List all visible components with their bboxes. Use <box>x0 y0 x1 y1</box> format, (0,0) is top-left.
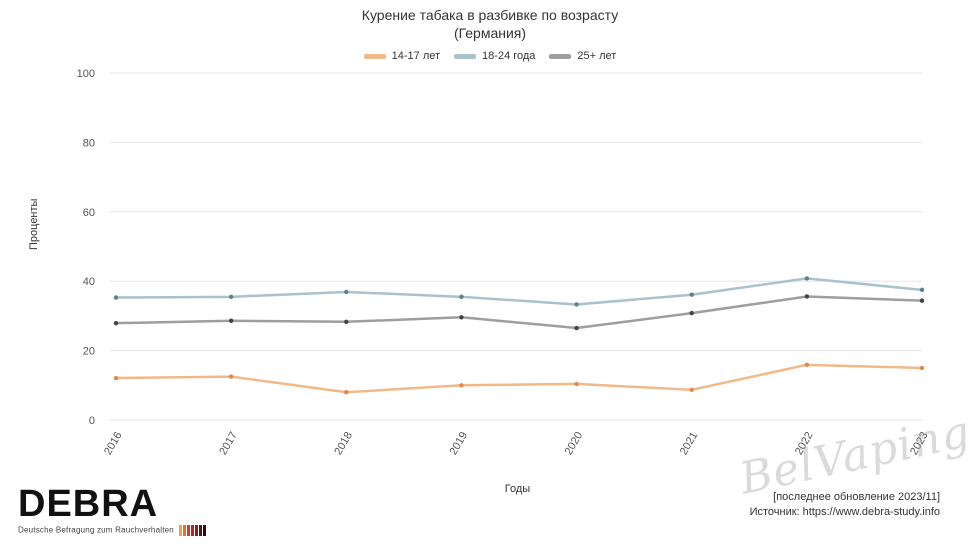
data-point-2-2017 <box>228 318 234 323</box>
chart-subtitle: (Германия) <box>453 25 527 41</box>
y-tick-label-20: 20 <box>83 346 95 358</box>
series-line-1 <box>115 277 923 306</box>
x-tick-label-2016: 2016 <box>102 430 125 457</box>
data-point-1-2020 <box>574 302 579 307</box>
x-tick-label-2019: 2019 <box>448 430 471 457</box>
data-point-0-2018 <box>344 390 349 395</box>
legend-label-18-24: 18-24 года <box>482 50 536 62</box>
chart-title-block: Курение табака в разбивке по возрасту (Г… <box>0 6 980 42</box>
data-point-1-2021 <box>689 292 694 297</box>
y-tick-label-0: 0 <box>89 415 95 427</box>
series-line-0 <box>115 363 923 394</box>
legend-swatch-25plus <box>549 53 572 59</box>
data-point-0-2023 <box>919 365 925 371</box>
logo-subtitle-row: Deutsche Befragung zum Rauchverhalten <box>18 525 207 536</box>
data-point-0-2019 <box>459 383 464 388</box>
data-point-2-2022 <box>804 294 810 299</box>
data-point-0-2022 <box>804 362 810 368</box>
data-point-2-2020 <box>574 325 579 331</box>
update-note: [последнее обновление 2023/11] <box>773 491 940 503</box>
data-point-2-2021 <box>689 310 694 316</box>
legend-swatch-18-24 <box>454 53 477 59</box>
logo-wordmark: DEBRA <box>18 483 159 525</box>
series-line-2 <box>115 295 923 330</box>
x-tick-label-2020: 2020 <box>563 430 586 457</box>
legend-label-14-17: 14-17 лет <box>391 50 441 62</box>
y-axis-label: Проценты <box>28 198 40 250</box>
data-point-0-2020 <box>574 381 579 387</box>
footnote: [последнее обновление 2023/11] Источник:… <box>750 490 940 520</box>
data-point-1-2016 <box>113 295 119 300</box>
logo-subtitle: Deutsche Befragung zum Rauchverhalten <box>18 525 174 535</box>
data-point-1-2018 <box>344 289 349 295</box>
data-point-1-2023 <box>919 287 925 293</box>
x-tick-label-2021: 2021 <box>678 430 701 457</box>
y-tick-label-80: 80 <box>83 137 95 149</box>
data-point-1-2019 <box>459 294 464 300</box>
data-point-0-2021 <box>689 387 694 393</box>
legend-item-18-24[interactable]: 18-24 года <box>454 50 535 62</box>
legend-swatch-14-17 <box>363 53 386 59</box>
data-point-2-2018 <box>344 319 349 324</box>
logo-color-bars <box>179 525 207 536</box>
data-point-2-2016 <box>113 320 119 326</box>
data-point-0-2016 <box>113 375 119 381</box>
debra-logo: DEBRA Deutsche Befragung zum Rauchverhal… <box>18 483 207 536</box>
legend-label-25plus: 25+ лет <box>577 50 617 62</box>
legend: 14-17 лет 18-24 года 25+ лет <box>0 50 980 62</box>
y-tick-label-100: 100 <box>77 68 95 80</box>
y-tick-label-60: 60 <box>83 207 95 219</box>
legend-item-25plus[interactable]: 25+ лет <box>549 50 616 62</box>
source-note: Источник: https://www.debra-study.info <box>749 506 940 518</box>
legend-item-14-17[interactable]: 14-17 лет <box>363 50 441 62</box>
data-point-1-2022 <box>804 276 810 281</box>
data-point-2-2023 <box>919 298 925 303</box>
chart-title: Курение табака в разбивке по возрасту <box>361 7 619 23</box>
data-point-1-2017 <box>228 294 234 300</box>
x-tick-label-2018: 2018 <box>332 430 355 457</box>
x-axis-label: Годы <box>504 483 531 495</box>
y-tick-label-40: 40 <box>83 276 95 288</box>
data-point-2-2019 <box>459 315 464 320</box>
data-point-0-2017 <box>228 374 234 379</box>
x-tick-label-2017: 2017 <box>217 430 240 457</box>
